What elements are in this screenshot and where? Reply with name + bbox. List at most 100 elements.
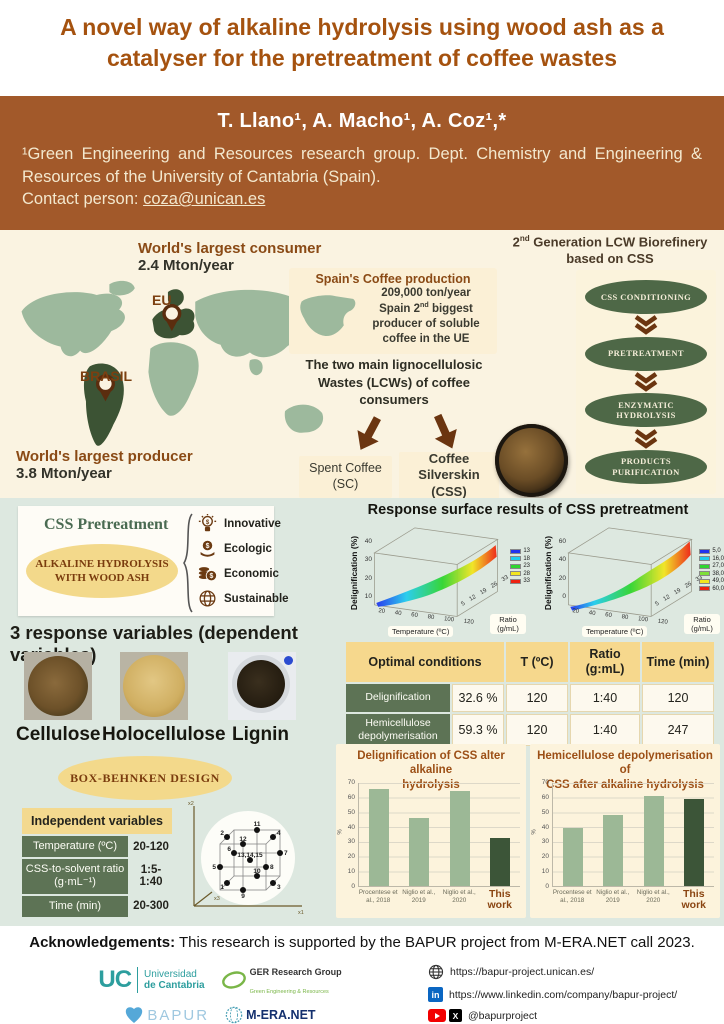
- tick-label: 30: [364, 556, 372, 564]
- lcw-text: The two main lignocellulosic Wastes (LCW…: [305, 357, 483, 408]
- box-behnken-cube-diagram: 1 2 3 4 5 6 7 8 9 10 11 12 13,14,15 x1 x…: [182, 796, 308, 918]
- tick-label: 100: [637, 616, 649, 624]
- brasil-pin: [95, 374, 115, 402]
- svg-text:x3: x3: [214, 896, 220, 902]
- svg-text:5: 5: [212, 864, 216, 871]
- chart-title: Delignification of CSS alter alkaline hy…: [357, 750, 505, 791]
- svg-text:$: $: [206, 520, 210, 526]
- legend-entry: 23: [510, 563, 530, 569]
- social-handle-row: X @bapurproject: [428, 1009, 677, 1022]
- tick-label: 20: [571, 608, 580, 615]
- legend-entry: 16,0: [699, 556, 724, 562]
- surface-section-title: Response surface results of CSS pretreat…: [367, 502, 689, 518]
- affiliation: ¹Green Engineering and Resources researc…: [22, 145, 702, 187]
- iv-value: 20-300: [133, 900, 169, 913]
- contact-email-link[interactable]: coza@unican.es: [143, 189, 266, 208]
- spain-box-text: 209,000 ton/year Spain 2nd biggest produ…: [361, 286, 491, 347]
- producer-label: World's largest producer: [16, 448, 193, 465]
- svg-text:7: 7: [284, 850, 288, 857]
- row-name: Delignification: [346, 684, 450, 712]
- spain-line2: Spain 2nd biggest: [379, 300, 473, 315]
- page-title: A novel way of alkaline hydrolysis using…: [60, 14, 664, 72]
- x-icon: X: [449, 1009, 462, 1022]
- y-ticks: 40 30 20 10: [360, 538, 372, 600]
- consumer-label: World's largest consumer: [138, 240, 322, 257]
- coffee-silverskin-box: Coffee Silverskin (CSS): [399, 451, 499, 499]
- category-labels: Procentese et al., 2018 Niglio et al., 2…: [552, 888, 706, 912]
- tick-label: 80: [621, 614, 629, 621]
- results-section: CSS Pretreatment ALKALINE HYDROLYSIS WIT…: [0, 498, 724, 926]
- svg-text:8: 8: [270, 864, 274, 871]
- website-link[interactable]: https://bapur-project.unican.es/: [450, 966, 595, 978]
- tick-label: 20: [364, 574, 372, 582]
- surface-plot-hemicellulose: Delignification (%) 60 40 20 0: [530, 522, 724, 638]
- svg-text:12: 12: [239, 836, 247, 843]
- tick-label: 120: [463, 618, 475, 626]
- pretreatment-title: CSS Pretreatment: [44, 516, 169, 533]
- spain-production-box: Spain's Coffee production 209,000 ton/ye…: [289, 268, 497, 354]
- brasil-label: BRASIL: [80, 368, 133, 384]
- coffee-section: World's largest consumer 2.4 Mton/year W…: [0, 230, 724, 499]
- spain-line3: producer of soluble: [372, 317, 480, 330]
- legend-entry: 49,0: [699, 578, 724, 584]
- arrow-down-right-icon: [434, 413, 457, 449]
- double-chevron-down-icon: [634, 372, 658, 392]
- hands-coin-icon: $: [200, 540, 215, 557]
- header-time: Time (min): [642, 642, 714, 682]
- biorefinery-title: 2nd Generation LCW Biorefinery based on …: [512, 234, 708, 267]
- bapur-logo: BAPUR: [124, 1006, 209, 1024]
- x-axis-label: Temperature (ºC): [388, 626, 454, 637]
- tick-label: 60: [558, 538, 566, 545]
- svg-text:1: 1: [220, 884, 224, 891]
- bapur-drop-icon: [126, 1007, 143, 1023]
- lignin-photo: [228, 652, 296, 720]
- z-axis-label: Ratio (g/mL): [684, 614, 720, 634]
- bar-chart-hemicellulose: Hemicellulose depolymerisation of CSS af…: [530, 744, 720, 918]
- table-row: Delignification 32.6 % 120 1:40 120: [346, 684, 714, 712]
- iv-value: 1:5-1:40: [139, 864, 163, 889]
- iv-header: Independent variables: [22, 808, 172, 834]
- svg-text:11: 11: [254, 821, 261, 828]
- legend-entry: 60,0: [699, 586, 724, 592]
- svg-text:13,14,15: 13,14,15: [237, 852, 263, 859]
- surface-plot-delignification: Delignification (%) 40 30 20 10: [336, 522, 530, 638]
- svg-text:x1: x1: [298, 910, 304, 916]
- legend-entry: 13: [510, 548, 530, 554]
- stage-products-purification: PRODUCTS PURIFICATION: [585, 449, 707, 484]
- bar: [643, 796, 664, 886]
- plot-area: [358, 783, 520, 887]
- holocellulose-label: Holocellulose: [102, 724, 226, 745]
- social-handle: @bapurproject: [468, 1009, 538, 1022]
- optimal-conditions-table: Optimal conditions T (ºC) Ratio (g:mL) T…: [344, 640, 716, 748]
- tick-label: 60: [604, 612, 613, 619]
- spain-box-title: Spain's Coffee production: [315, 272, 471, 286]
- consumer-value: 2.4 Mton/year: [138, 257, 234, 274]
- row-ratio: 1:40: [570, 684, 640, 712]
- feature-sustainable: Sustainable: [198, 587, 289, 610]
- biorefinery-flowchart: CSS CONDITIONING PRETREATMENT ENZYMATIC …: [576, 270, 716, 494]
- linkedin-link[interactable]: https://www.linkedin.com/company/bapur-p…: [449, 988, 678, 1001]
- x-axis-label: Temperature (ºC): [582, 626, 648, 637]
- ger-logo: GER Research Group Green Engineering & Re…: [221, 962, 342, 998]
- bar-chart-delignification: Delignification of CSS alter alkaline hy…: [336, 744, 526, 918]
- contact-line: Contact person: coza@unican.es: [22, 190, 702, 209]
- feature-economic: $ Economic: [198, 562, 289, 585]
- svg-text:4: 4: [277, 830, 281, 837]
- box-behnken-title: BOX-BEHNKEN DESIGN: [58, 756, 232, 800]
- lignin-label: Lignin: [232, 724, 289, 745]
- header-t: T (ºC): [506, 642, 568, 682]
- table-row: Hemicellulose depolymerisation 59.3 % 12…: [346, 714, 714, 747]
- cellulose-photo: [24, 652, 92, 720]
- row-name: Hemicellulose depolymerisation: [346, 714, 450, 747]
- bar: [603, 815, 624, 886]
- surface-legend: 13 18 23 28 33: [510, 548, 530, 584]
- eu-label: EU: [152, 292, 172, 308]
- acknowledgements: Acknowledgements: This research is suppo…: [29, 934, 695, 951]
- table-header-row: Optimal conditions T (ºC) Ratio (g:mL) T…: [346, 642, 714, 682]
- producer-callout: World's largest producer 3.8 Mton/year: [16, 448, 193, 482]
- spain-line1: 209,000 ton/year: [381, 287, 471, 299]
- authors: T. Llano¹, A. Macho¹, A. Coz¹,*: [217, 110, 507, 132]
- tick-label: 10: [364, 592, 372, 600]
- lightbulb-icon: $: [198, 514, 217, 532]
- row-t: 120: [506, 714, 568, 747]
